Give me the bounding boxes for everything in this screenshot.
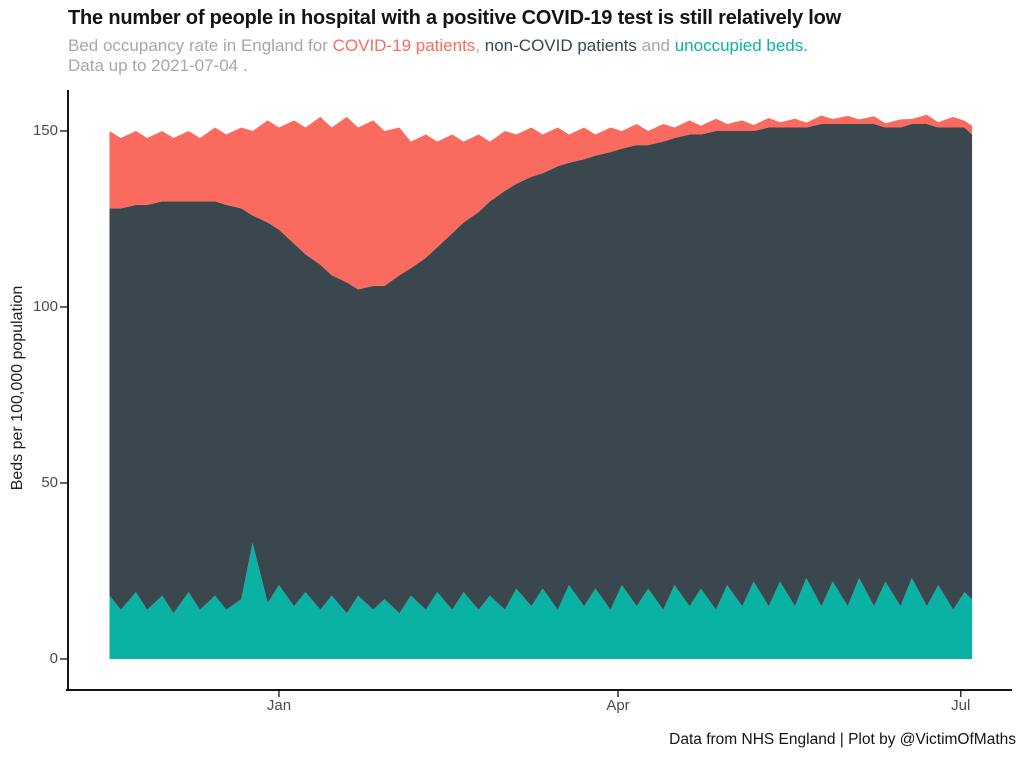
- x-tick-label-Jan: Jan: [266, 697, 292, 714]
- y-tick-label-100: 100: [32, 298, 58, 315]
- y-tick-label-150: 150: [32, 122, 58, 139]
- subtitle-prefix: Bed occupancy rate in England for: [68, 36, 333, 55]
- subtitle-covid-label: COVID-19 patients: [332, 36, 476, 55]
- chart-subtitle-line2: Data up to 2021-07-04 .: [68, 56, 248, 75]
- area-covid-19-patients: [109, 114, 973, 290]
- x-tick-label-Jul: Jul: [951, 697, 971, 714]
- subtitle-separator-2: and: [636, 36, 675, 55]
- x-tick-label-Apr: Apr: [606, 697, 630, 714]
- chart-subtitle: Bed occupancy rate in England for COVID-…: [68, 36, 808, 56]
- subtitle-unoccupied-label: unoccupied beds.: [674, 36, 808, 55]
- caption-source: Data from NHS England | Plot by @VictimO…: [669, 731, 1016, 748]
- area-unoccupied-beds: [109, 542, 973, 659]
- chart-title: The number of people in hospital with a …: [68, 7, 841, 29]
- y-tick-label-0: 0: [49, 650, 58, 667]
- subtitle-noncovid-label: non-COVID patients: [484, 36, 637, 55]
- area-non-covid-patients: [109, 124, 973, 614]
- subtitle-separator-1: ,: [475, 36, 485, 55]
- y-tick-label-50: 50: [41, 474, 58, 491]
